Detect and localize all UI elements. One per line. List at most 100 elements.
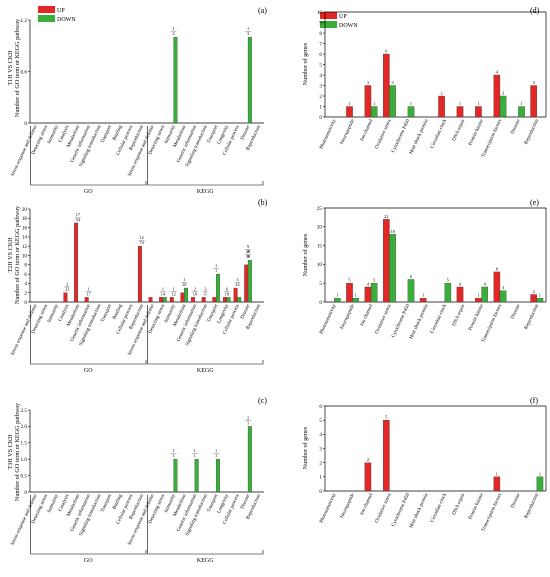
data-label: 2 [502, 91, 504, 96]
data-label-line: 1 [247, 420, 249, 425]
panel-label: (a) [258, 6, 267, 15]
y-tick-label: 2 [319, 460, 322, 466]
group-label: GO [84, 368, 93, 374]
data-label-line: 1 [173, 286, 175, 291]
category-label: Neuropeptide [340, 303, 356, 330]
category-label: Protein kinase [468, 118, 485, 147]
legend-left-up-label: UP [57, 8, 65, 14]
data-label: 4 [496, 70, 499, 75]
bar-up [383, 219, 390, 303]
data-label: 1 [539, 293, 541, 298]
panel-f: 0 1 2 3 4 5 6 Number of genes (f) 2 5 1 1 Photosensit… [302, 396, 547, 533]
data-label: 1 [496, 471, 498, 476]
category-label: Reproduction [524, 492, 540, 519]
category-label: Ion channel [360, 303, 375, 327]
bar-down [173, 37, 178, 124]
bar-up [475, 106, 482, 118]
category-label: Reproduction [524, 118, 540, 145]
y-tick-label: 6 [319, 52, 322, 58]
y-axis-label-line: T2H VS CKH [7, 237, 14, 273]
bar-down [407, 279, 415, 303]
category-label: Binding [112, 303, 124, 320]
category-label: Heat shock protein [409, 118, 430, 155]
data-label-line: 2 [194, 286, 196, 291]
bar-up [244, 264, 249, 303]
y-tick-label: 6 [319, 404, 322, 410]
category-label: Protein kinase [468, 303, 485, 332]
category-label: Heat shock protein [409, 303, 430, 340]
group-label: KEGG [197, 558, 214, 564]
data-label-line: 1 [194, 448, 196, 453]
bar-up [530, 85, 537, 118]
bar-down [173, 459, 178, 493]
category-label: Transport [100, 124, 113, 144]
legend-left-up-swatch [38, 6, 55, 13]
bar-up [346, 106, 353, 118]
bar-down [247, 37, 252, 124]
y-axis-label: Number of genes [302, 233, 309, 276]
data-label: 4 [484, 281, 487, 286]
y-tick-label: 0.5 [21, 473, 28, 479]
category-label: Photosensitivity [319, 492, 337, 524]
data-label-line: 74 [140, 240, 145, 245]
category-label: DNA repair [452, 492, 467, 516]
y-tick-label: 14 [22, 235, 28, 241]
category-label: Photosensitivity [319, 118, 337, 150]
y-tick-label: 5 [319, 418, 322, 424]
legend-right: UP DOWN [320, 12, 358, 29]
y-tick-label: 4 [319, 432, 322, 438]
legend-right-down-swatch [320, 21, 337, 28]
legend-right-up-swatch [320, 12, 337, 19]
y-tick-label: 12 [22, 244, 28, 250]
bar-up [383, 420, 390, 492]
data-label-line: 23 [235, 282, 239, 287]
data-label-line: 1 [215, 453, 217, 458]
data-label-line: 10 [182, 282, 186, 287]
data-label: 2 [533, 289, 535, 294]
data-label-line: 2 [247, 249, 249, 254]
y-tick-label: 16 [22, 225, 28, 231]
data-label: 1 [459, 101, 461, 106]
y-tick-label: 2 [24, 291, 27, 297]
category-label: Circadian clock [430, 303, 448, 334]
bar-down [162, 297, 167, 303]
group-label: GO [84, 558, 93, 564]
y-tick-label: 18 [22, 216, 28, 222]
category-label: Transcription factors [481, 493, 503, 533]
data-label-line: 1 [173, 448, 175, 453]
bar-up [84, 297, 89, 303]
bar-down [389, 234, 396, 303]
category-label: Ion channel [360, 492, 375, 516]
bar-down [215, 459, 220, 493]
category-label: Binding [112, 493, 124, 510]
data-label: 1 [373, 101, 375, 106]
y-axis-label-line: T1H VS CKH [7, 50, 14, 86]
bar-down [184, 287, 188, 303]
data-label-line: 6 [226, 286, 229, 291]
bar-up [212, 297, 217, 303]
panel-label: (f) [530, 396, 538, 405]
y-tick-label: 1.0 [21, 457, 28, 463]
bar-down [518, 106, 525, 118]
legend-left: UP DOWN [38, 6, 76, 23]
category-label: Binding [112, 124, 124, 141]
data-label: 1 [422, 293, 424, 298]
y-tick-label: 1.2 [21, 18, 28, 24]
data-label-line: 1 [87, 286, 89, 291]
group-bracket [30, 126, 147, 186]
data-label: 22 [384, 214, 388, 219]
category-label: Circadian clock [430, 118, 448, 149]
data-label-line: 3 [236, 277, 238, 282]
category-label: Transcription factors [481, 119, 503, 159]
data-label: 1 [477, 293, 479, 298]
data-label: 1 [348, 101, 350, 106]
category-label: Ion channel [360, 118, 375, 142]
